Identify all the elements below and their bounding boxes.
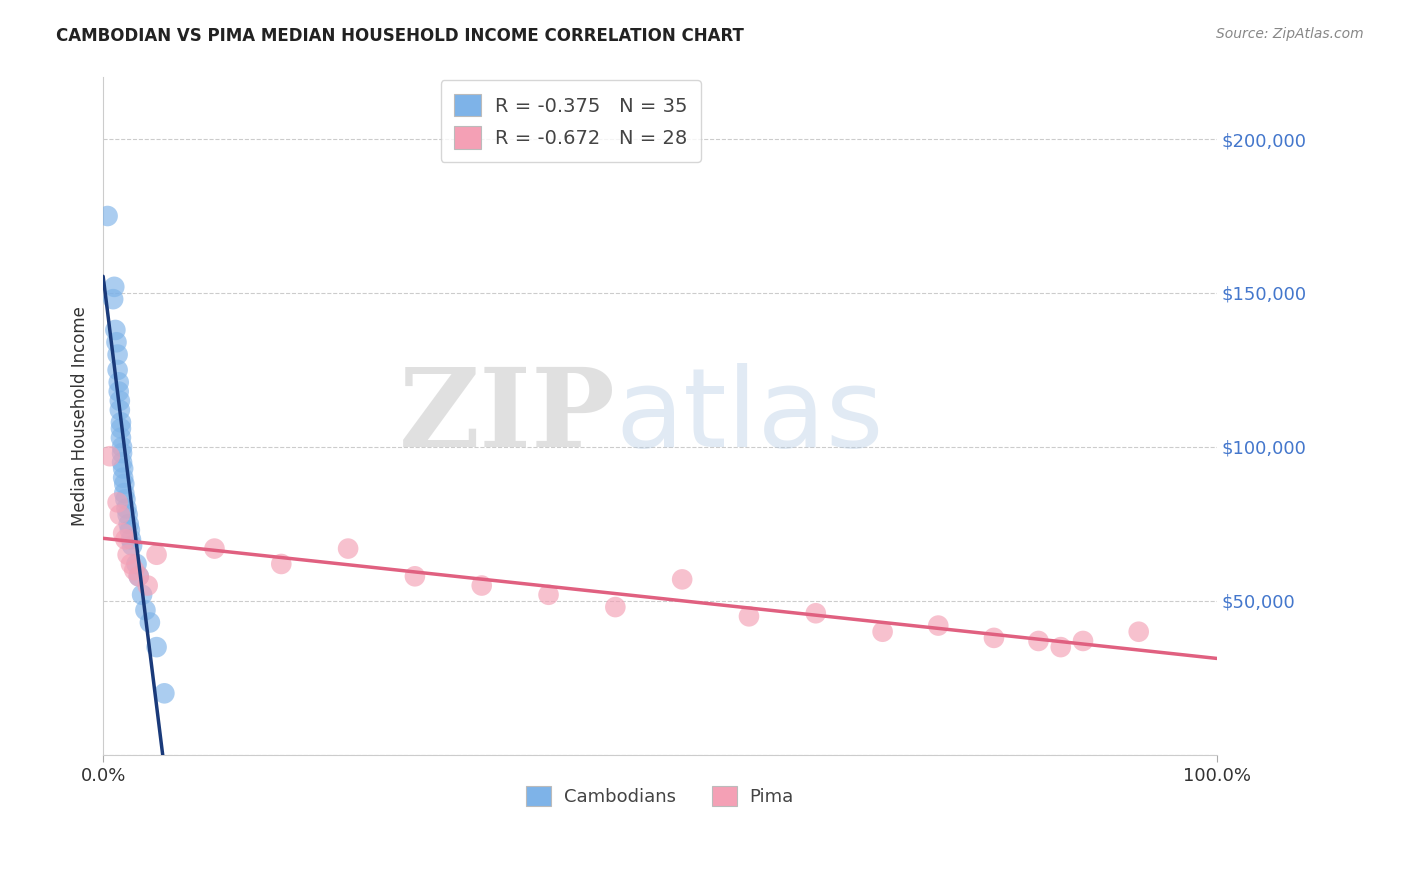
Point bbox=[103, 280, 125, 294]
Point bbox=[110, 421, 132, 435]
Point bbox=[136, 578, 159, 592]
Point bbox=[337, 541, 360, 556]
Point bbox=[118, 516, 141, 531]
Point bbox=[114, 533, 136, 547]
Point bbox=[128, 569, 150, 583]
Point bbox=[270, 557, 292, 571]
Point bbox=[112, 471, 135, 485]
Point bbox=[107, 384, 129, 399]
Point bbox=[471, 578, 494, 592]
Point bbox=[112, 461, 135, 475]
Point bbox=[111, 455, 134, 469]
Point bbox=[107, 348, 129, 362]
Point bbox=[110, 431, 132, 445]
Text: ZIP: ZIP bbox=[398, 363, 616, 470]
Point bbox=[97, 209, 120, 223]
Point bbox=[204, 541, 226, 556]
Point bbox=[98, 449, 121, 463]
Point bbox=[120, 533, 142, 547]
Y-axis label: Median Household Income: Median Household Income bbox=[72, 306, 89, 526]
Point bbox=[128, 569, 150, 583]
Point bbox=[605, 600, 627, 615]
Point bbox=[121, 539, 143, 553]
Point bbox=[115, 501, 138, 516]
Point bbox=[1049, 640, 1071, 654]
Point bbox=[108, 403, 131, 417]
Point bbox=[108, 508, 131, 522]
Point bbox=[537, 588, 560, 602]
Point bbox=[108, 393, 131, 408]
Point bbox=[927, 618, 949, 632]
Point bbox=[110, 415, 132, 429]
Point bbox=[105, 335, 128, 350]
Text: atlas: atlas bbox=[616, 363, 884, 470]
Point bbox=[153, 686, 176, 700]
Point bbox=[112, 477, 135, 491]
Text: CAMBODIAN VS PIMA MEDIAN HOUSEHOLD INCOME CORRELATION CHART: CAMBODIAN VS PIMA MEDIAN HOUSEHOLD INCOM… bbox=[56, 27, 744, 45]
Point bbox=[111, 440, 134, 454]
Point bbox=[872, 624, 894, 639]
Point bbox=[101, 292, 124, 306]
Point bbox=[107, 495, 129, 509]
Point bbox=[1028, 634, 1050, 648]
Legend: Cambodians, Pima: Cambodians, Pima bbox=[519, 779, 801, 814]
Point bbox=[671, 573, 693, 587]
Point bbox=[112, 526, 135, 541]
Point bbox=[120, 557, 142, 571]
Point bbox=[983, 631, 1005, 645]
Point bbox=[139, 615, 162, 630]
Point bbox=[738, 609, 761, 624]
Point bbox=[107, 376, 129, 390]
Point bbox=[145, 640, 167, 654]
Point bbox=[111, 446, 134, 460]
Point bbox=[1128, 624, 1150, 639]
Point bbox=[117, 508, 139, 522]
Point bbox=[117, 548, 139, 562]
Point bbox=[107, 363, 129, 377]
Text: Source: ZipAtlas.com: Source: ZipAtlas.com bbox=[1216, 27, 1364, 41]
Point bbox=[404, 569, 426, 583]
Point bbox=[114, 492, 136, 507]
Point bbox=[118, 523, 141, 537]
Point bbox=[131, 588, 153, 602]
Point bbox=[134, 603, 156, 617]
Point bbox=[124, 563, 146, 577]
Point bbox=[112, 486, 135, 500]
Point bbox=[1071, 634, 1094, 648]
Point bbox=[804, 607, 827, 621]
Point bbox=[145, 548, 167, 562]
Point bbox=[104, 323, 127, 337]
Point bbox=[125, 557, 148, 571]
